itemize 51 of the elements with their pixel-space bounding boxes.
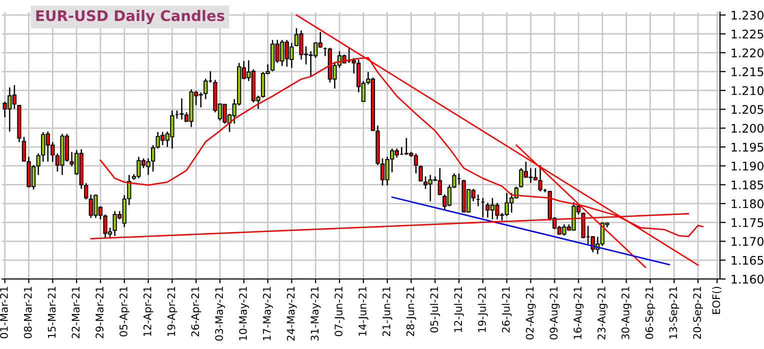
y-tick-label: 1.175: [732, 218, 764, 228]
y-tick-label: 1.200: [732, 124, 764, 133]
chart-title: EUR-USD Daily Candles: [36, 10, 224, 24]
x-tick-label: 02-Aug-21: [526, 286, 536, 340]
x-tick-label: 05-Jul-21: [430, 286, 440, 332]
x-tick-label: 24-May-21: [286, 286, 297, 341]
y-tick-label: 1.220: [732, 48, 764, 58]
x-tick-label: 07-Jun-21: [334, 286, 344, 336]
x-tick-label: 26-Apr-21: [191, 286, 202, 336]
y-tick-label: 1.160: [732, 274, 764, 284]
candlestick: [84, 182, 88, 200]
y-tick-label: 1.190: [732, 162, 764, 171]
x-tick-label: 09-Aug-21: [550, 286, 560, 340]
y-tick-label: 1.165: [732, 256, 764, 265]
x-tick-label: 22-Mar-21: [72, 286, 80, 338]
x-tick-label: 13-Sep-21: [669, 286, 680, 338]
y-tick-label: 1.210: [732, 86, 764, 96]
x-tick-label: EOF(): [712, 286, 722, 314]
x-tick-label: 17-May-21: [262, 286, 273, 340]
x-tick-label: 29-Mar-21: [96, 286, 104, 338]
candlestick: [418, 164, 423, 182]
x-tick-label: 03-May-21: [215, 286, 226, 341]
x-tick-label: 06-Sep-21: [645, 286, 656, 339]
x-tick-label: 20-Sep-21: [693, 286, 704, 339]
x-tick-label: 16-Aug-21: [574, 286, 584, 339]
y-tick-label: 1.215: [732, 67, 764, 76]
x-tick-label: 21-Jun-21: [382, 286, 392, 336]
x-tick-label: 10-May-21: [239, 286, 249, 340]
x-tick-label: 19-Jul-21: [478, 286, 488, 332]
candlestick: [204, 78, 208, 100]
x-tick-label: 26-Jul-21: [502, 286, 512, 332]
x-tick-label: 14-Jun-21: [358, 286, 368, 336]
x-tick-label: 12-Apr-21: [143, 286, 154, 336]
x-tick-label: 15-Mar-21: [48, 286, 56, 338]
x-tick-label: 01-Mar-21: [0, 286, 8, 338]
y-tick-label: 1.225: [732, 30, 764, 39]
y-tick-label: 1.180: [732, 199, 764, 208]
y-tick-label: 1.185: [732, 180, 764, 190]
y-tick-label: 1.195: [732, 142, 764, 152]
y-tick-label: 1.230: [732, 10, 764, 20]
x-tick-label: 08-Mar-21: [24, 286, 32, 338]
y-tick-label: 1.205: [732, 105, 764, 114]
x-tick-label: 28-Jun-21: [406, 286, 416, 336]
x-tick-label: 05-Apr-21: [120, 286, 130, 336]
x-tick-label: 23-Aug-21: [598, 286, 608, 340]
x-tick-label: 31-May-21: [310, 286, 321, 341]
candlestick: [180, 98, 184, 120]
x-tick-label: 30-Aug-21: [621, 286, 632, 340]
x-tick-label: 12-Jul-21: [454, 286, 464, 332]
y-tick-label: 1.170: [732, 237, 764, 246]
x-tick-label: 19-Apr-21: [167, 286, 178, 336]
